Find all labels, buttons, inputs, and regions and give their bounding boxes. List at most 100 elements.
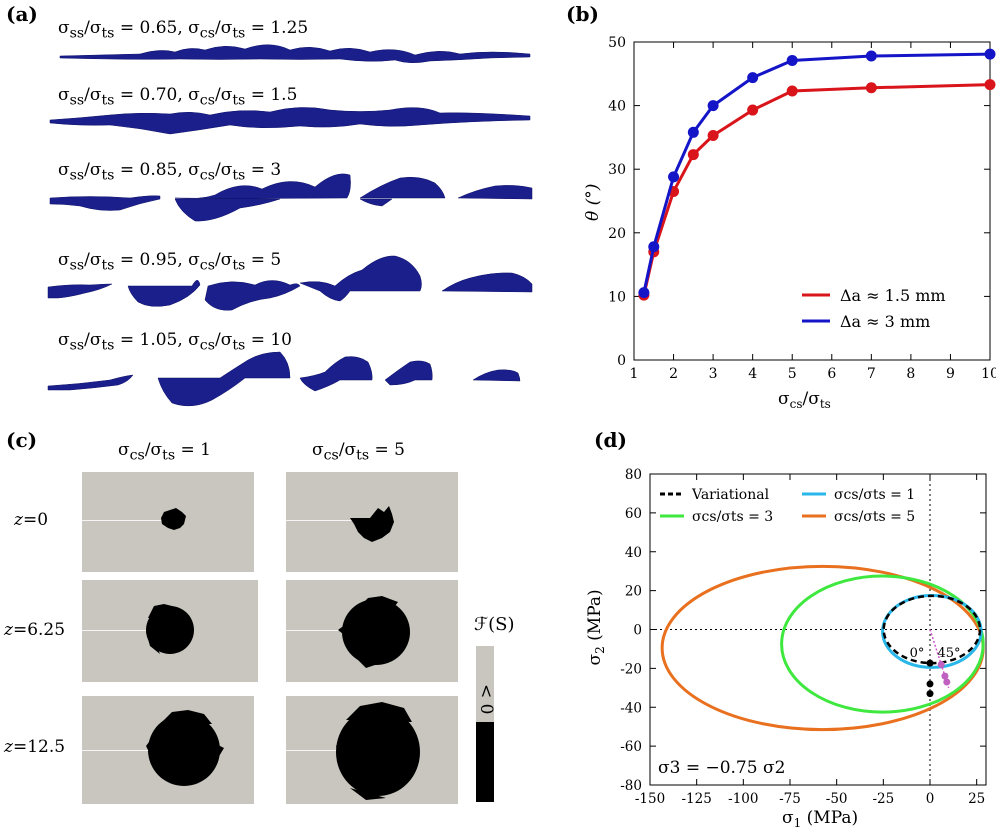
data-point	[984, 79, 996, 91]
x-tick-label: 5	[788, 366, 797, 382]
chart-b: 1 2 3 4 5 6 7 8 9 10 0 10 20 30 40 50 σcs/σts θ (°) Δa ≈ 1…	[583, 35, 996, 411]
y-tick-label: -20	[620, 661, 642, 677]
damage-region	[146, 710, 224, 786]
column-header: σcs/σts = 5	[312, 440, 405, 464]
damage-panel	[82, 580, 258, 682]
y-tick-label: 20	[625, 584, 642, 600]
damage-panel	[82, 472, 254, 572]
row-label-z: z=12.5	[4, 737, 66, 757]
data-point	[747, 104, 759, 116]
row-label: σss/σts = 0.85, σcs/σts = 3	[58, 160, 282, 184]
y-tick-label: 20	[608, 226, 626, 242]
damage-panel	[286, 580, 458, 682]
row-label: σss/σts = 0.95, σcs/σts = 5	[58, 250, 282, 274]
data-point	[687, 126, 699, 138]
x-tick-label: -125	[681, 791, 711, 807]
column-header: σcs/σts = 1	[118, 440, 211, 464]
x-tick-label: -75	[779, 791, 801, 807]
crack-profile	[204, 280, 301, 311]
angle-point	[926, 680, 934, 688]
crack-profile	[299, 356, 373, 392]
x-tick-label: -25	[872, 791, 894, 807]
legend-label: σcs/σts = 3	[692, 509, 773, 525]
x-axis-label: σ1 (MPa)	[782, 808, 858, 830]
x-tick-label: 7	[867, 366, 876, 382]
angle-label: 45°	[937, 646, 960, 661]
panel-d-label: (d)	[594, 428, 627, 452]
series-line	[780, 574, 985, 714]
y-tick-label: 80	[625, 467, 642, 483]
data-point	[786, 85, 798, 97]
crack-profile	[49, 107, 531, 135]
y-axis-label: θ (°)	[583, 184, 603, 221]
legend-label: Δa ≈ 1.5 mm	[840, 286, 946, 305]
crack-line	[82, 750, 152, 751]
crack-profile	[59, 44, 531, 63]
crack-line	[286, 520, 356, 521]
x-tick-label: 25	[968, 791, 985, 807]
x-tick-label: 0	[926, 791, 935, 807]
data-point	[865, 82, 877, 94]
crack-line	[286, 750, 342, 751]
damage-panel	[286, 472, 458, 572]
colorbar-upper-label: < 0	[476, 684, 496, 715]
data-point	[668, 171, 680, 183]
colorbar-lower	[476, 722, 494, 802]
data-point	[707, 129, 719, 141]
chart-d: -150 -125 -100 -75 -50 -25 0 25 -80 -60 -40 -20 0 20 4…	[585, 467, 987, 830]
row-label-z: z=0	[14, 510, 49, 530]
colorbar-upper	[476, 646, 494, 722]
annotation: σ3 = −0.75 σ2	[658, 758, 785, 778]
crack-profile	[157, 351, 291, 407]
panel-b-label: (b)	[566, 2, 599, 26]
y-tick-label: 10	[608, 289, 626, 305]
data-point	[687, 149, 699, 161]
data-point	[747, 72, 759, 84]
x-tick-label: 1	[630, 366, 639, 382]
angle-point	[941, 672, 949, 680]
legend-label: σcs/σts = 1	[834, 487, 915, 503]
damage-panel	[286, 696, 458, 804]
data-point	[707, 100, 719, 112]
crack-profile	[299, 255, 422, 302]
panel-c-label: (c)	[6, 428, 38, 452]
y-tick-label: -80	[620, 778, 642, 794]
y-tick-label: 0	[633, 623, 642, 639]
panel-a-label: (a)	[6, 2, 38, 26]
damage-region	[161, 508, 186, 530]
crack-line	[82, 630, 150, 631]
row-label-z: z=6.25	[4, 620, 66, 640]
legend-label: Variational	[691, 487, 770, 503]
x-tick-label: 3	[709, 366, 718, 382]
x-tick-label: -150	[635, 791, 665, 807]
crack-line	[82, 520, 166, 521]
data-point	[648, 241, 660, 253]
x-tick-label: 2	[669, 366, 678, 382]
crack-profile	[359, 176, 446, 207]
angle-point	[943, 678, 951, 686]
x-axis-label: σcs/σts	[778, 389, 831, 411]
data-point	[865, 50, 877, 62]
damage-region	[350, 506, 394, 542]
legend-label: Δa ≈ 3 mm	[840, 312, 930, 331]
y-tick-label: 50	[608, 35, 626, 51]
crack-profile	[49, 195, 161, 211]
data-point	[984, 48, 996, 60]
crack-profile	[384, 360, 433, 386]
crack-profile	[472, 369, 521, 382]
damage-region	[146, 604, 194, 654]
crack-profile	[457, 185, 533, 200]
damage-region	[338, 596, 410, 668]
legend-label: σcs/σts = 5	[834, 509, 915, 525]
crack-profiles	[47, 44, 533, 407]
x-tick-label: -50	[826, 791, 848, 807]
x-tick-label: 8	[906, 366, 915, 382]
data-point	[638, 287, 650, 299]
crack-profile	[174, 173, 351, 222]
data-point	[786, 54, 798, 66]
crack-profile	[127, 280, 201, 307]
y-tick-label: 40	[608, 99, 626, 115]
colorbar-title: ℱ(S)	[474, 614, 515, 635]
angle-point	[937, 660, 945, 668]
x-tick-label: 10	[981, 366, 996, 382]
